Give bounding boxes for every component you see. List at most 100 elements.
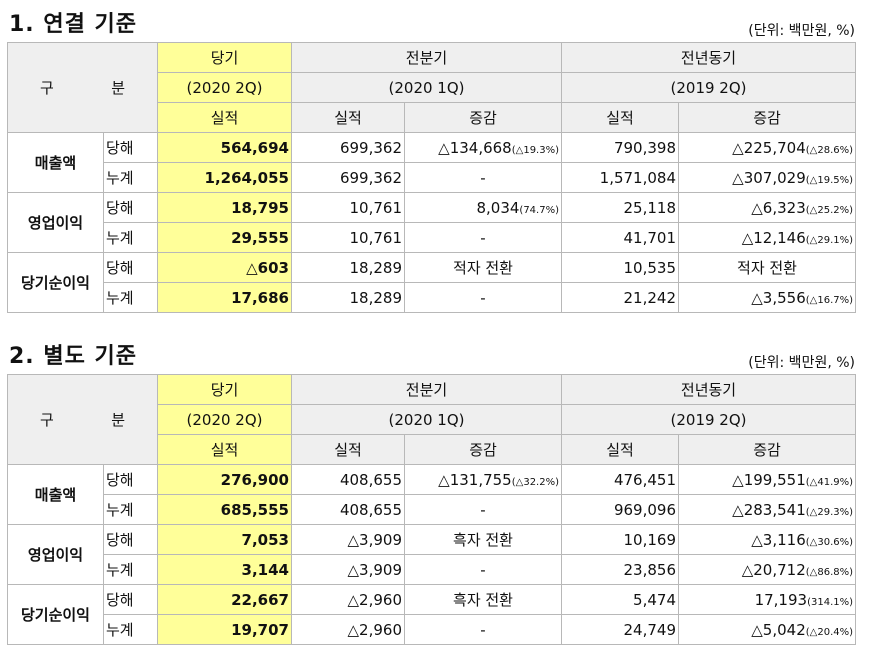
table-row: 매출액 당해 564,694 699,362 △134,668(△19.3%) 7… [7, 132, 857, 193]
current-value: 17,686 [157, 282, 292, 313]
change-percent: (314.1%) [807, 596, 854, 608]
change-value: △225,704 [732, 138, 806, 157]
header-current-period: (2020 2Q) [157, 404, 292, 435]
period-type: 당해 [103, 192, 158, 223]
current-value: 276,900 [157, 464, 292, 495]
header-current: 당기 [157, 42, 292, 73]
change-cell: △225,704(△28.6%) [677, 132, 857, 163]
prev-quarter-value: 18,289 [291, 252, 405, 283]
change-value: - [480, 500, 486, 519]
header-actual: 실적 [291, 102, 405, 133]
prev-quarter-value: △2,960 [291, 614, 405, 645]
table-row: 누계 1,264,055 699,362 - 1,571,084 △307,02… [8, 162, 857, 193]
change-cell: △131,755(△32.2%) [404, 464, 562, 495]
change-cell: - [404, 494, 562, 525]
change-value: 흑자 전환 [453, 591, 513, 609]
table-row: 영업이익 당해 7,053 △3,909 흑자 전환 10,169 △3,116(… [7, 524, 857, 585]
change-percent: (△30.6%) [805, 536, 854, 548]
prev-quarter-value: 699,362 [291, 162, 405, 193]
prev-year-value: 10,169 [561, 524, 679, 555]
header-actual: 실적 [157, 102, 292, 133]
change-value: △3,556 [751, 288, 806, 307]
change-value: 8,034 [476, 198, 520, 217]
prev-year-value: 25,118 [561, 192, 679, 223]
change-percent: (△19.3%) [511, 144, 559, 156]
change-percent: (△28.6%) [805, 144, 854, 156]
change-value: △199,551 [732, 470, 806, 489]
change-cell: △20,712(△86.8%) [677, 554, 857, 585]
change-cell: - [404, 162, 562, 193]
period-type: 누계 [103, 494, 158, 525]
current-value: 29,555 [157, 222, 292, 253]
table-row: 누계 29,555 10,761 - 41,701 △12,146(△29.1%… [8, 222, 857, 253]
table-row: 누계 685,555 408,655 - 969,096 △283,541(△2… [8, 494, 857, 525]
current-value: 19,707 [157, 614, 292, 645]
header-gubun-a: 구 [40, 411, 54, 429]
metric-name: 매출액 [7, 132, 104, 193]
prev-quarter-value: 10,761 [291, 192, 405, 223]
prev-quarter-value: 408,655 [291, 494, 405, 525]
period-type: 당해 [103, 252, 158, 283]
header-change: 증감 [404, 434, 562, 465]
change-percent: (△19.5%) [805, 174, 854, 186]
change-value: 흑자 전환 [453, 531, 513, 549]
current-value: 7,053 [157, 524, 292, 555]
change-value: △134,668 [438, 138, 512, 157]
prev-quarter-value: 18,289 [291, 282, 405, 313]
current-value: 3,144 [157, 554, 292, 585]
change-cell: △3,556(△16.7%) [677, 282, 857, 313]
change-value: △307,029 [732, 168, 806, 187]
change-percent: (△41.9%) [805, 476, 854, 488]
change-value: △5,042 [751, 620, 806, 639]
change-percent: (△25.2%) [805, 204, 854, 216]
header-gubun-a: 구 [40, 79, 54, 97]
table-row: 누계 19,707 △2,960 - 24,749 △5,042(△20.4%) [8, 614, 857, 645]
current-value: 685,555 [157, 494, 292, 525]
prev-quarter-value: 408,655 [291, 464, 405, 495]
change-value: - [480, 560, 486, 579]
prev-quarter-value: 10,761 [291, 222, 405, 253]
period-type: 누계 [103, 614, 158, 645]
current-value: 22,667 [157, 584, 292, 615]
period-type: 누계 [103, 282, 158, 313]
header-actual: 실적 [561, 434, 679, 465]
prev-year-value: 24,749 [561, 614, 679, 645]
change-value: - [480, 168, 486, 187]
change-cell: △12,146(△29.1%) [677, 222, 857, 253]
change-value: 17,193 [754, 590, 808, 609]
prev-year-value: 23,856 [561, 554, 679, 585]
change-cell: - [404, 282, 562, 313]
period-type: 누계 [103, 222, 158, 253]
header-change: 증감 [677, 434, 857, 465]
period-type: 당해 [103, 464, 158, 495]
change-cell: △307,029(△19.5%) [677, 162, 857, 193]
header-current: 당기 [157, 374, 292, 405]
change-cell: - [404, 614, 562, 645]
header-change: 증감 [404, 102, 562, 133]
section-title: 2. 별도 기준 [9, 344, 137, 369]
current-value: △603 [157, 252, 292, 283]
change-cell: △134,668(△19.3%) [404, 132, 562, 163]
change-percent: (△29.1%) [805, 234, 854, 246]
table-row: 영업이익 당해 18,795 10,761 8,034(74.7%) 25,118… [7, 192, 857, 253]
period-type: 누계 [103, 554, 158, 585]
table-row: 누계 3,144 △3,909 - 23,856 △20,712(△86.8%) [8, 554, 857, 585]
change-cell: 적자 전환 [677, 252, 857, 283]
current-value: 1,264,055 [157, 162, 292, 193]
change-percent: (△16.7%) [805, 294, 854, 306]
period-type: 당해 [103, 584, 158, 615]
metric-name: 영업이익 [7, 192, 104, 253]
prev-quarter-value: △3,909 [291, 554, 405, 585]
change-cell: △5,042(△20.4%) [677, 614, 857, 645]
change-percent: (74.7%) [519, 204, 559, 216]
header-actual: 실적 [561, 102, 679, 133]
header-prev-quarter-period: (2020 1Q) [291, 404, 562, 435]
unit-label: (단위: 백만원, %) [748, 355, 855, 371]
current-value: 564,694 [157, 132, 292, 163]
prev-year-value: 5,474 [561, 584, 679, 615]
change-value: △283,541 [732, 500, 806, 519]
section-title: 1. 연결 기준 [9, 12, 137, 37]
change-cell: 17,193(314.1%) [677, 584, 857, 615]
header-prev-year: 전년동기 [560, 42, 857, 73]
